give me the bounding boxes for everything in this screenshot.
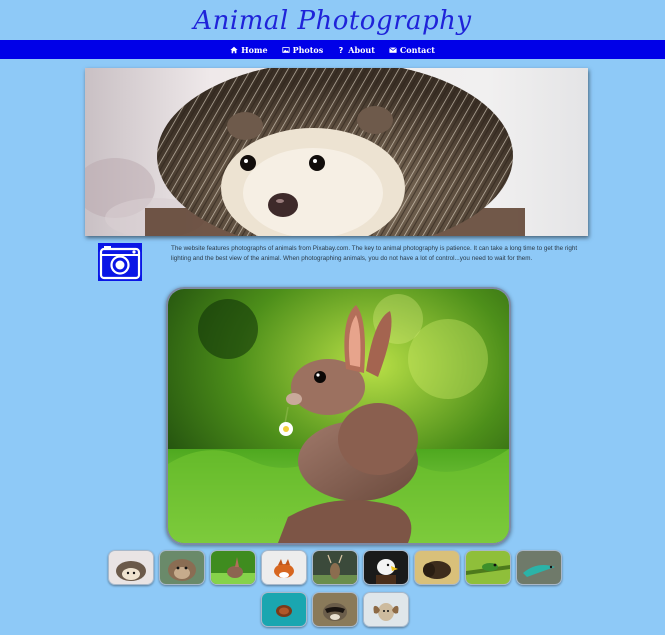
main-photo	[166, 287, 511, 545]
thumbnail-frog[interactable]	[465, 550, 511, 585]
thumbnail-eagle[interactable]	[363, 550, 409, 585]
thumbnail-otter[interactable]	[159, 550, 205, 585]
hero-image	[85, 68, 588, 236]
home-icon	[230, 46, 238, 53]
nav-home[interactable]: Home	[230, 44, 268, 55]
nav-photos[interactable]: Photos	[281, 44, 324, 55]
thumbnail-deer[interactable]	[312, 550, 358, 585]
nav-contact[interactable]: Contact	[389, 45, 435, 55]
nav-bar: Home Photos ? About Contact	[0, 40, 665, 59]
thumbnail-lizard[interactable]	[516, 550, 562, 585]
thumbnail-gallery	[85, 550, 585, 627]
nav-about[interactable]: ? About	[337, 45, 375, 55]
photos-icon	[281, 46, 290, 53]
thumbnail-turtle[interactable]	[261, 592, 307, 627]
thumbnail-raccoon[interactable]	[312, 592, 358, 627]
thumbnail-hedgehog[interactable]	[108, 550, 154, 585]
svg-text:?: ?	[339, 46, 344, 54]
nav-photos-label: Photos	[292, 44, 324, 55]
thumbnail-rabbit[interactable]	[210, 550, 256, 585]
camera-icon	[98, 243, 142, 281]
site-title: Animal Photography	[193, 6, 472, 36]
thumbnail-ram[interactable]	[363, 592, 409, 627]
intro-text: The website features photographs of anim…	[171, 245, 578, 262]
thumbnail-fox[interactable]	[261, 550, 307, 585]
nav-about-label: About	[348, 44, 375, 55]
question-icon: ?	[339, 46, 344, 54]
thumbnail-bison[interactable]	[414, 550, 460, 585]
nav-home-label: Home	[241, 44, 268, 55]
nav-contact-label: Contact	[399, 44, 435, 55]
envelope-icon	[389, 46, 397, 53]
